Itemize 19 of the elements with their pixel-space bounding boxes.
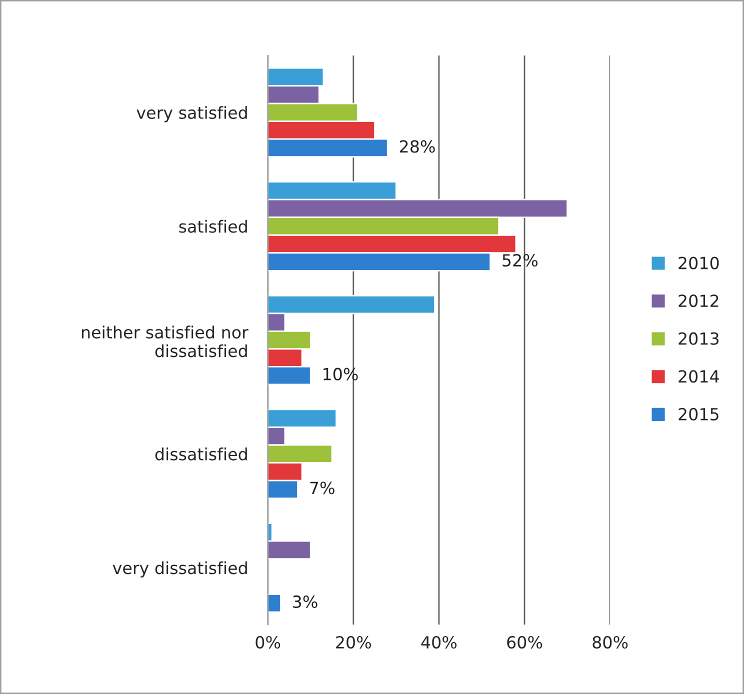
x-tick-label: 60%: [507, 636, 542, 649]
data-label: 28%: [400, 140, 435, 153]
y-tick-label: satisfied: [179, 220, 247, 233]
x-tick-label: 80%: [592, 636, 628, 649]
data-label: 3%: [293, 595, 318, 608]
data-label: 7%: [310, 482, 334, 494]
x-tick-label: 0%: [256, 636, 280, 649]
legend-label: 2014: [678, 370, 719, 383]
y-tick-label: neither satisfied nor dissatisfied: [82, 326, 248, 358]
legend-label: 2015: [678, 408, 718, 420]
y-tick-label: very satisfied: [136, 106, 247, 122]
legend-label: 2013: [678, 332, 719, 345]
y-tick-label: very dissatisfied: [112, 561, 247, 578]
x-tick-label: 40%: [421, 636, 457, 649]
legend-label: 2010: [678, 256, 719, 270]
legend-label: 2012: [678, 294, 718, 308]
y-tick-label: dissatisfied: [155, 448, 247, 460]
bar: [268, 594, 282, 613]
x-tick-label: 20%: [336, 636, 371, 649]
